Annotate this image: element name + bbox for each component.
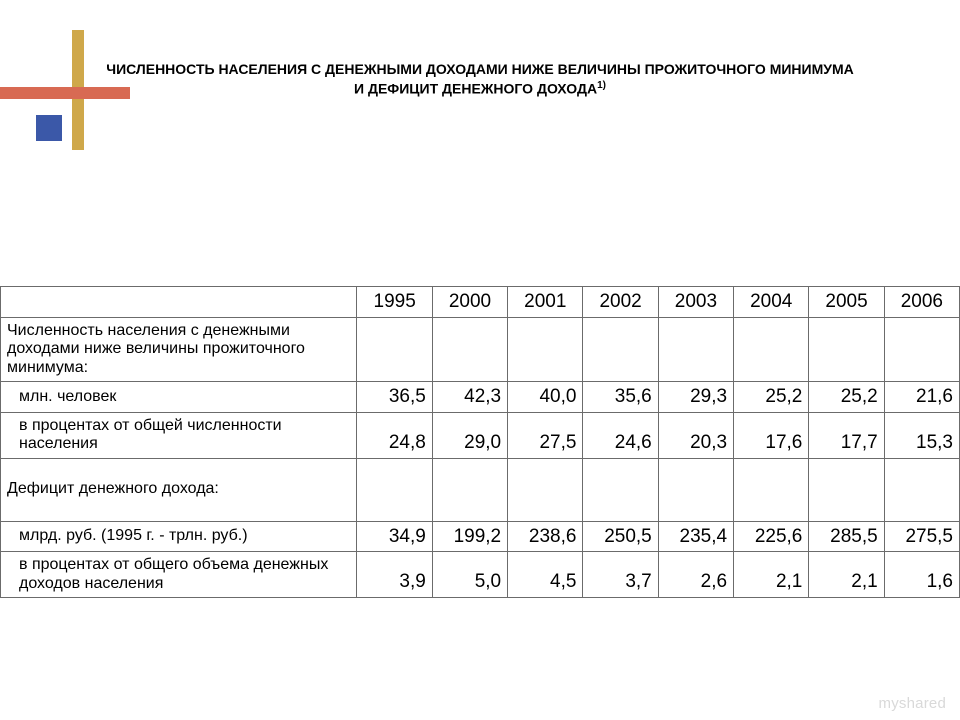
cell-value xyxy=(734,317,809,381)
cell-value: 3,7 xyxy=(583,552,658,598)
cell-value xyxy=(658,317,733,381)
title-line-1: ЧИСЛЕННОСТЬ НАСЕЛЕНИЯ С ДЕНЕЖНЫМИ ДОХОДА… xyxy=(106,61,854,77)
cell-value: 29,0 xyxy=(432,412,507,458)
cell-value: 25,2 xyxy=(809,382,884,413)
cell-value: 35,6 xyxy=(583,382,658,413)
cell-value: 3,9 xyxy=(357,552,432,598)
cell-value: 24,8 xyxy=(357,412,432,458)
cell-value: 29,3 xyxy=(658,382,733,413)
row-label: в процентах от общей численности населен… xyxy=(1,412,357,458)
table-row: в процентах от общей численности населен… xyxy=(1,412,960,458)
table-row: млн. человек36,542,340,035,629,325,225,2… xyxy=(1,382,960,413)
cell-value xyxy=(809,458,884,521)
table-row: Дефицит денежного дохода: xyxy=(1,458,960,521)
cell-value: 17,6 xyxy=(734,412,809,458)
cell-value: 21,6 xyxy=(884,382,959,413)
cell-value: 4,5 xyxy=(508,552,583,598)
cell-value xyxy=(432,317,507,381)
watermark: myshared xyxy=(879,695,946,712)
cell-value: 1,6 xyxy=(884,552,959,598)
cell-value: 42,3 xyxy=(432,382,507,413)
data-table-wrap: 1995 2000 2001 2002 2003 2004 2005 2006 … xyxy=(0,286,960,598)
cell-value: 275,5 xyxy=(884,521,959,552)
cell-value: 15,3 xyxy=(884,412,959,458)
col-year: 2006 xyxy=(884,287,959,318)
col-year: 1995 xyxy=(357,287,432,318)
cell-value: 2,1 xyxy=(734,552,809,598)
cell-value: 25,2 xyxy=(734,382,809,413)
cell-value xyxy=(658,458,733,521)
col-year: 2005 xyxy=(809,287,884,318)
cell-value: 40,0 xyxy=(508,382,583,413)
cell-value xyxy=(884,317,959,381)
row-label: Дефицит денежного дохода: xyxy=(1,458,357,521)
cell-value xyxy=(432,458,507,521)
cell-value: 2,1 xyxy=(809,552,884,598)
table-header-blank xyxy=(1,287,357,318)
motif-square xyxy=(36,115,62,141)
cell-value: 5,0 xyxy=(432,552,507,598)
table-row: млрд. руб. (1995 г. - трлн. руб.)34,9199… xyxy=(1,521,960,552)
cell-value xyxy=(357,317,432,381)
data-table: 1995 2000 2001 2002 2003 2004 2005 2006 … xyxy=(0,286,960,598)
table-row: Численность населения с денежными дохода… xyxy=(1,317,960,381)
col-year: 2001 xyxy=(508,287,583,318)
col-year: 2002 xyxy=(583,287,658,318)
cell-value: 17,7 xyxy=(809,412,884,458)
cell-value: 27,5 xyxy=(508,412,583,458)
cell-value: 20,3 xyxy=(658,412,733,458)
cell-value: 2,6 xyxy=(658,552,733,598)
title-line-2: И ДЕФИЦИТ ДЕНЕЖНОГО ДОХОДА xyxy=(354,81,597,97)
table-row: в процентах от общего объема денежных до… xyxy=(1,552,960,598)
cell-value: 285,5 xyxy=(809,521,884,552)
cell-value xyxy=(508,458,583,521)
cell-value: 24,6 xyxy=(583,412,658,458)
col-year: 2003 xyxy=(658,287,733,318)
cell-value xyxy=(357,458,432,521)
cell-value xyxy=(809,317,884,381)
table-body: Численность населения с денежными дохода… xyxy=(1,317,960,597)
cell-value: 36,5 xyxy=(357,382,432,413)
cell-value: 34,9 xyxy=(357,521,432,552)
cell-value: 238,6 xyxy=(508,521,583,552)
slide-title: ЧИСЛЕННОСТЬ НАСЕЛЕНИЯ С ДЕНЕЖНЫМИ ДОХОДА… xyxy=(70,60,890,98)
title-footnote-marker: 1) xyxy=(597,80,606,91)
cell-value: 225,6 xyxy=(734,521,809,552)
row-label: млрд. руб. (1995 г. - трлн. руб.) xyxy=(1,521,357,552)
cell-value: 235,4 xyxy=(658,521,733,552)
col-year: 2004 xyxy=(734,287,809,318)
row-label: в процентах от общего объема денежных до… xyxy=(1,552,357,598)
cell-value xyxy=(583,458,658,521)
cell-value: 250,5 xyxy=(583,521,658,552)
row-label: Численность населения с денежными дохода… xyxy=(1,317,357,381)
cell-value xyxy=(734,458,809,521)
cell-value xyxy=(508,317,583,381)
row-label: млн. человек xyxy=(1,382,357,413)
cell-value: 199,2 xyxy=(432,521,507,552)
col-year: 2000 xyxy=(432,287,507,318)
cell-value xyxy=(583,317,658,381)
cell-value xyxy=(884,458,959,521)
table-header-row: 1995 2000 2001 2002 2003 2004 2005 2006 xyxy=(1,287,960,318)
